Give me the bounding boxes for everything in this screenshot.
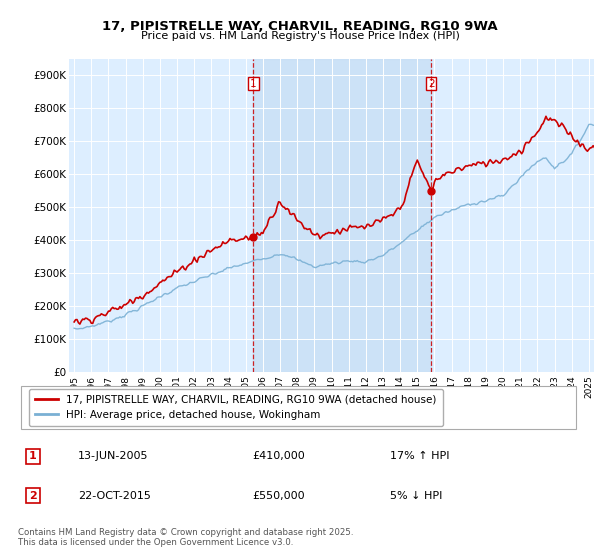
Legend: 17, PIPISTRELLE WAY, CHARVIL, READING, RG10 9WA (detached house), HPI: Average p: 17, PIPISTRELLE WAY, CHARVIL, READING, R…: [29, 389, 443, 426]
FancyBboxPatch shape: [21, 386, 577, 429]
Text: 22-OCT-2015: 22-OCT-2015: [78, 491, 151, 501]
Bar: [253, 59, 431, 372]
Text: £550,000: £550,000: [252, 491, 305, 501]
Text: 17, PIPISTRELLE WAY, CHARVIL, READING, RG10 9WA: 17, PIPISTRELLE WAY, CHARVIL, READING, R…: [102, 20, 498, 32]
Text: 5% ↓ HPI: 5% ↓ HPI: [390, 491, 442, 501]
Text: 1: 1: [29, 451, 37, 461]
Text: 2: 2: [428, 78, 434, 88]
Text: Price paid vs. HM Land Registry's House Price Index (HPI): Price paid vs. HM Land Registry's House …: [140, 31, 460, 41]
Text: 1: 1: [250, 78, 257, 88]
Text: 17% ↑ HPI: 17% ↑ HPI: [390, 451, 449, 461]
Text: £410,000: £410,000: [252, 451, 305, 461]
Text: Contains HM Land Registry data © Crown copyright and database right 2025.
This d: Contains HM Land Registry data © Crown c…: [18, 528, 353, 547]
Text: 2: 2: [29, 491, 37, 501]
Text: 13-JUN-2005: 13-JUN-2005: [78, 451, 149, 461]
